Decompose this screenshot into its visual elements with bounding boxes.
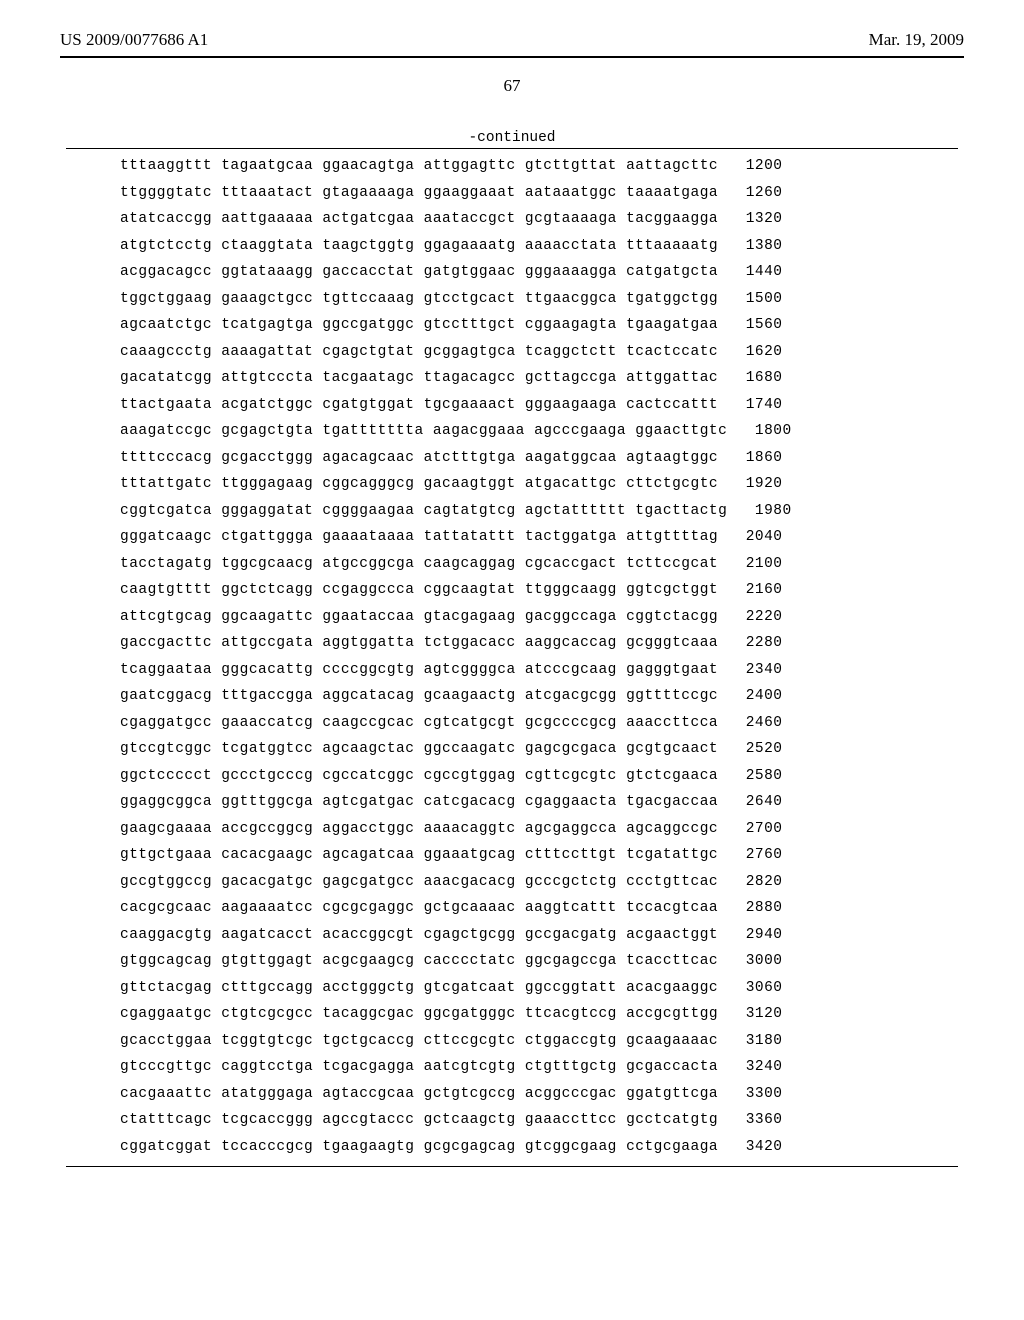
page-number: 67 xyxy=(60,76,964,96)
sequence-line: gaagcgaaaa accgccggcg aggacctggc aaaacag… xyxy=(120,822,964,837)
sequence-line: gttgctgaaa cacacgaagc agcagatcaa ggaaatg… xyxy=(120,848,964,863)
sequence-line: cgaggaatgc ctgtcgcgcc tacaggcgac ggcgatg… xyxy=(120,1007,964,1022)
sequence-line: gttctacgag ctttgccagg acctgggctg gtcgatc… xyxy=(120,981,964,996)
sequence-line: cacgaaattc atatgggaga agtaccgcaa gctgtcg… xyxy=(120,1087,964,1102)
sequence-line: tttattgatc ttgggagaag cggcagggcg gacaagt… xyxy=(120,477,964,492)
sequence-line: tacctagatg tggcgcaacg atgccggcga caagcag… xyxy=(120,557,964,572)
sequence-line: agcaatctgc tcatgagtga ggccgatggc gtccttt… xyxy=(120,318,964,333)
sequence-line: gaatcggacg tttgaccgga aggcatacag gcaagaa… xyxy=(120,689,964,704)
header-rule xyxy=(60,56,964,58)
sequence-line: ctatttcagc tcgcaccggg agccgtaccc gctcaag… xyxy=(120,1113,964,1128)
sequence-line: aaagatccgc gcgagctgta tgattttttta aagacg… xyxy=(120,424,964,439)
sequence-line: tttaaggttt tagaatgcaa ggaacagtga attggag… xyxy=(120,159,964,174)
sequence-line: acggacagcc ggtataaagg gaccacctat gatgtgg… xyxy=(120,265,964,280)
sequence-line: cgaggatgcc gaaaccatcg caagccgcac cgtcatg… xyxy=(120,716,964,731)
sequence-line: attcgtgcag ggcaagattc ggaataccaa gtacgag… xyxy=(120,610,964,625)
sequence-listing: tttaaggttt tagaatgcaa ggaacagtga attggag… xyxy=(60,159,964,1154)
sequence-rule-bottom xyxy=(66,1166,958,1167)
page-header: US 2009/0077686 A1 Mar. 19, 2009 xyxy=(60,30,964,50)
sequence-line: atatcaccgg aattgaaaaa actgatcgaa aaatacc… xyxy=(120,212,964,227)
sequence-line: caaggacgtg aagatcacct acaccggcgt cgagctg… xyxy=(120,928,964,943)
publication-number: US 2009/0077686 A1 xyxy=(60,30,208,50)
sequence-line: ttttcccacg gcgacctggg agacagcaac atctttg… xyxy=(120,451,964,466)
page-container: US 2009/0077686 A1 Mar. 19, 2009 67 -con… xyxy=(0,0,1024,1207)
sequence-line: atgtctcctg ctaaggtata taagctggtg ggagaaa… xyxy=(120,239,964,254)
sequence-rule-top xyxy=(66,148,958,149)
sequence-line: ggctccccct gccctgcccg cgccatcggc cgccgtg… xyxy=(120,769,964,784)
sequence-line: ggaggcggca ggtttggcga agtcgatgac catcgac… xyxy=(120,795,964,810)
sequence-line: caagtgtttt ggctctcagg ccgaggccca cggcaag… xyxy=(120,583,964,598)
sequence-line: gcacctggaa tcggtgtcgc tgctgcaccg cttccgc… xyxy=(120,1034,964,1049)
sequence-line: gtggcagcag gtgttggagt acgcgaagcg cacccct… xyxy=(120,954,964,969)
sequence-line: gtcccgttgc caggtcctga tcgacgagga aatcgtc… xyxy=(120,1060,964,1075)
sequence-line: caaagccctg aaaagattat cgagctgtat gcggagt… xyxy=(120,345,964,360)
continued-label: -continued xyxy=(60,130,964,146)
sequence-line: tggctggaag gaaagctgcc tgttccaaag gtcctgc… xyxy=(120,292,964,307)
sequence-line: gaccgacttc attgccgata aggtggatta tctggac… xyxy=(120,636,964,651)
sequence-line: cggatcggat tccacccgcg tgaagaagtg gcgcgag… xyxy=(120,1140,964,1155)
sequence-line: cacgcgcaac aagaaaatcc cgcgcgaggc gctgcaa… xyxy=(120,901,964,916)
sequence-line: ttactgaata acgatctggc cgatgtggat tgcgaaa… xyxy=(120,398,964,413)
sequence-line: cggtcgatca gggaggatat cggggaagaa cagtatg… xyxy=(120,504,964,519)
sequence-line: gtccgtcggc tcgatggtcc agcaagctac ggccaag… xyxy=(120,742,964,757)
sequence-line: gggatcaagc ctgattggga gaaaataaaa tattata… xyxy=(120,530,964,545)
sequence-line: gccgtggccg gacacgatgc gagcgatgcc aaacgac… xyxy=(120,875,964,890)
sequence-line: ttggggtatc tttaaatact gtagaaaaga ggaagga… xyxy=(120,186,964,201)
publication-date: Mar. 19, 2009 xyxy=(869,30,964,50)
sequence-line: gacatatcgg attgtcccta tacgaatagc ttagaca… xyxy=(120,371,964,386)
sequence-line: tcaggaataa gggcacattg ccccggcgtg agtcggg… xyxy=(120,663,964,678)
